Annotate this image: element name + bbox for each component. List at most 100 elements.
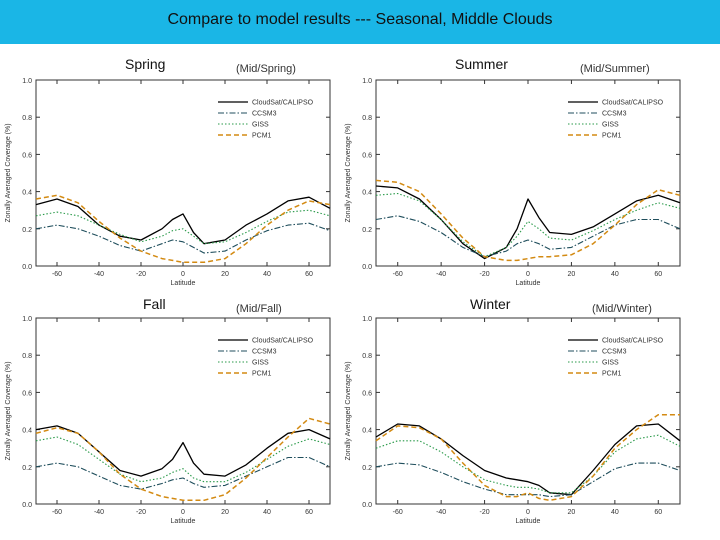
x-tick-label: 60 [305, 271, 313, 278]
title-bar: Compare to model results --- Seasonal, M… [0, 0, 720, 44]
y-axis-label: Zonally Averaged Coverage (%) [345, 361, 352, 460]
y-tick-label: 0.4 [362, 190, 372, 197]
chart-summer: 0.0 0.2 0.4 0.6 0.8 1.0 -60 -40 -20 0 20 40 60 Latitu… [345, 78, 681, 287]
plot-frame [375, 317, 681, 505]
legend-label-pcm1: PCM1 [602, 133, 622, 140]
series-line-pcm1 [375, 413, 680, 502]
series-line-giss [35, 436, 331, 483]
x-tick-label: 20 [221, 271, 229, 278]
plot-frame [375, 79, 681, 267]
legend-label-cloudsat-calipso: CloudSat/CALIPSO [252, 338, 314, 345]
series-line-cloudsat-calipso [35, 196, 331, 245]
chart-fall: 0.0 0.2 0.4 0.6 0.8 1.0 -60 -40 -20 0 20 40 60 Latitu… [5, 316, 331, 525]
legend-label-ccsm3: CCSM3 [602, 111, 627, 118]
chart-spring: 0.0 0.2 0.4 0.6 0.8 1.0 -60 -40 -20 0 20 40 60 Latitu… [5, 78, 331, 287]
y-tick-label: 0.2 [22, 227, 32, 234]
legend-label-cloudsat-calipso: CloudSat/CALIPSO [602, 100, 664, 107]
y-tick-label: 0.0 [22, 264, 32, 271]
y-tick-label: 0.0 [362, 502, 372, 509]
panel-tag-spring: (Mid/Spring) [236, 63, 296, 75]
season-label-fall: Fall [143, 296, 166, 312]
chart-winter: 0.0 0.2 0.4 0.6 0.8 1.0 -60 -40 -20 0 20 40 60 Latitu… [345, 316, 681, 525]
legend-label-ccsm3: CCSM3 [252, 349, 277, 356]
y-tick-label: 0.4 [362, 428, 372, 435]
panel-tag-winter: (Mid/Winter) [592, 303, 652, 315]
x-axis-label: Latitude [516, 280, 541, 287]
y-tick-label: 0.2 [362, 227, 372, 234]
x-tick-label: -60 [52, 509, 62, 516]
y-axis-label: Zonally Averaged Coverage (%) [5, 123, 12, 222]
season-label-summer: Summer [455, 56, 508, 72]
page-title: Compare to model results --- Seasonal, M… [167, 11, 553, 28]
y-tick-label: 1.0 [362, 78, 372, 85]
x-tick-label: -60 [393, 509, 403, 516]
series-line-giss [35, 209, 331, 245]
season-label-spring: Spring [125, 56, 166, 72]
x-tick-label: 40 [611, 509, 619, 516]
y-tick-label: 0.0 [22, 502, 32, 509]
y-tick-label: 0.8 [22, 115, 32, 122]
x-tick-label: 0 [181, 271, 185, 278]
y-tick-label: 0.2 [22, 465, 32, 472]
panel-tag-summer: (Mid/Summer) [580, 63, 650, 75]
series-line-pcm1 [375, 179, 681, 262]
legend-label-pcm1: PCM1 [602, 371, 622, 378]
x-tick-label: -60 [393, 271, 403, 278]
x-tick-label: 20 [568, 271, 576, 278]
y-tick-label: 0.0 [362, 264, 372, 271]
y-tick-label: 0.6 [22, 152, 32, 159]
y-tick-label: 1.0 [362, 316, 372, 323]
legend-label-pcm1: PCM1 [252, 371, 272, 378]
x-tick-label: 40 [263, 271, 271, 278]
series-line-ccsm3 [375, 462, 681, 498]
series-line-ccsm3 [35, 456, 331, 490]
y-tick-label: 0.8 [362, 353, 372, 360]
x-tick-label: 40 [611, 271, 619, 278]
legend-label-giss: GISS [602, 122, 619, 129]
x-axis-label: Latitude [171, 518, 196, 525]
legend-label-ccsm3: CCSM3 [252, 111, 277, 118]
x-tick-label: 60 [654, 271, 662, 278]
y-tick-label: 0.2 [362, 465, 372, 472]
x-tick-label: -20 [136, 509, 146, 516]
legend-label-cloudsat-calipso: CloudSat/CALIPSO [602, 338, 664, 345]
x-tick-label: 20 [568, 509, 576, 516]
y-tick-label: 0.6 [22, 390, 32, 397]
y-tick-label: 0.4 [22, 190, 32, 197]
x-tick-label: 0 [526, 271, 530, 278]
x-tick-label: 40 [263, 509, 271, 516]
x-tick-label: 20 [221, 509, 229, 516]
x-tick-label: -20 [480, 509, 490, 516]
y-tick-label: 0.8 [362, 115, 372, 122]
x-tick-label: -40 [94, 271, 104, 278]
series-line-ccsm3 [375, 215, 681, 258]
series-line-cloudsat-calipso [35, 425, 331, 477]
legend-label-pcm1: PCM1 [252, 133, 272, 140]
y-tick-label: 0.8 [22, 353, 32, 360]
panel-tag-fall: (Mid/Fall) [236, 303, 282, 315]
legend-label-giss: GISS [252, 360, 269, 367]
plot-frame [35, 79, 331, 267]
x-tick-label: -20 [480, 271, 490, 278]
x-tick-label: -20 [136, 271, 146, 278]
series-line-ccsm3 [35, 222, 331, 254]
y-tick-label: 1.0 [22, 78, 32, 85]
series-line-giss [375, 192, 681, 258]
legend-label-ccsm3: CCSM3 [602, 349, 627, 356]
x-tick-label: -60 [52, 271, 62, 278]
y-tick-label: 1.0 [22, 316, 32, 323]
x-tick-label: 60 [305, 509, 313, 516]
y-tick-label: 0.6 [362, 390, 372, 397]
x-axis-label: Latitude [171, 280, 196, 287]
y-axis-label: Zonally Averaged Coverage (%) [5, 361, 12, 460]
legend-label-giss: GISS [252, 122, 269, 129]
series-line-giss [375, 434, 681, 494]
y-tick-label: 0.6 [362, 152, 372, 159]
y-tick-label: 0.4 [22, 428, 32, 435]
legend-label-cloudsat-calipso: CloudSat/CALIPSO [252, 100, 314, 107]
y-axis-label: Zonally Averaged Coverage (%) [345, 123, 352, 222]
x-axis-label: Latitude [516, 518, 541, 525]
plot-frame [35, 317, 331, 505]
series-line-pcm1 [35, 417, 331, 502]
x-tick-label: 0 [526, 509, 530, 516]
